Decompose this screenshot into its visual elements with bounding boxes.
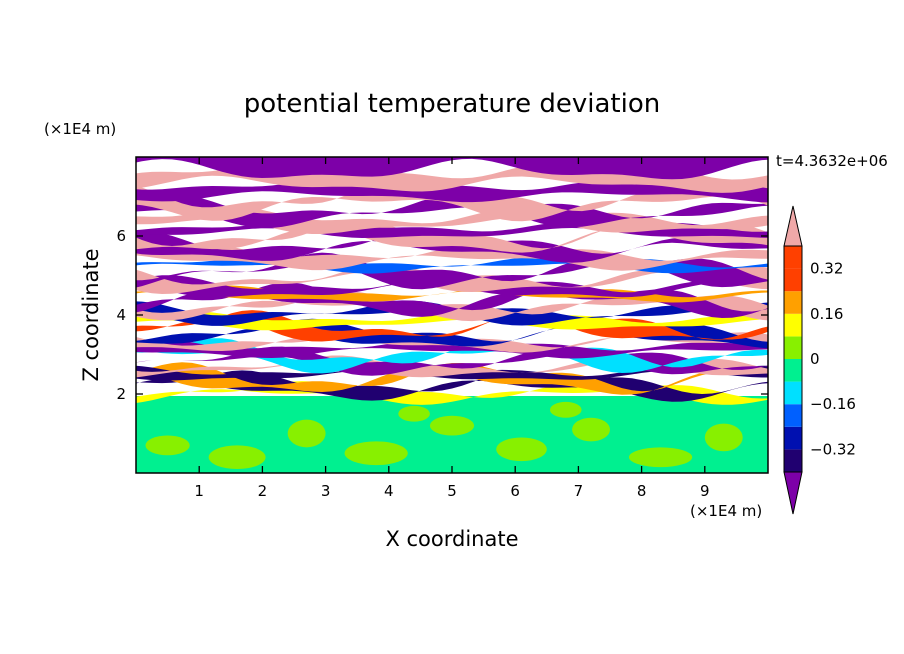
contour-band	[136, 275, 768, 298]
contour-band	[136, 339, 768, 359]
x-tick-label: 1	[194, 482, 204, 500]
x-axis-label: X coordinate	[385, 527, 518, 551]
y-tick-label: 4	[116, 306, 126, 324]
colorbar-segment	[784, 449, 802, 472]
contour-band	[136, 310, 768, 342]
y-axis: 2 4 6	[116, 227, 768, 403]
colorbar-extend-bottom	[783, 471, 803, 515]
colorbar-tick-label: 0	[810, 350, 820, 368]
x-tick-label: 9	[700, 482, 710, 500]
x-tick-label: 5	[447, 482, 457, 500]
contour-patch	[398, 405, 430, 422]
colorbar-extend-top	[783, 205, 803, 247]
contour-patch	[344, 441, 408, 466]
y-tick-label: 2	[116, 385, 126, 403]
contour-patch	[145, 435, 190, 456]
x-tick-label: 8	[637, 482, 647, 500]
colorbar-frame	[783, 245, 803, 473]
time-label: t=4.3632e+06	[776, 152, 888, 170]
x-tick-label: 6	[510, 482, 520, 500]
x-tick-label: 4	[384, 482, 394, 500]
y-tick-label: 6	[116, 227, 126, 245]
contour-patch	[628, 447, 693, 468]
y-axis-unit: (×1E4 m)	[44, 120, 116, 138]
contour-band	[136, 182, 768, 222]
colorbar-tick-label: 0.16	[810, 305, 843, 323]
contour-band	[136, 311, 768, 331]
colorbar-tick-label: −0.32	[810, 440, 856, 458]
contour-details	[145, 401, 743, 470]
y-axis-label: Z coordinate	[79, 248, 103, 381]
colorbar-segment	[784, 426, 802, 450]
colorbar-segment	[784, 381, 802, 405]
colorbar-segment	[784, 359, 802, 382]
chart-title: potential temperature deviation	[244, 89, 660, 119]
colorbar-segment	[784, 246, 802, 269]
contour-patch	[287, 419, 326, 448]
contour-patch	[549, 401, 582, 418]
contour-band	[136, 362, 768, 395]
colorbar-segment	[784, 404, 802, 427]
contour-patch	[496, 437, 547, 462]
x-tick-label: 3	[321, 482, 331, 500]
contour-patch	[704, 423, 743, 452]
contour-band	[136, 338, 768, 374]
contour-band	[136, 285, 768, 303]
contour-patch	[208, 445, 266, 470]
x-tick-label: 7	[574, 482, 584, 500]
x-axis-unit: (×1E4 m)	[690, 502, 762, 520]
contour-patch	[572, 417, 610, 442]
colorbar-segment	[784, 313, 802, 337]
contour-band	[136, 370, 768, 402]
colorbar-tick-label: −0.16	[810, 395, 856, 413]
colorbar: 0.32 0.16 0 −0.16 −0.32	[783, 205, 856, 515]
plot-area	[136, 157, 768, 473]
colorbar-segment	[784, 336, 802, 359]
contour-bands	[136, 157, 768, 473]
contour-band	[136, 243, 768, 271]
colorbar-segment	[784, 268, 802, 292]
x-tick-label: 2	[258, 482, 268, 500]
colorbar-tick-label: 0.32	[810, 260, 843, 278]
x-axis: 1 2 3 4 5 6 7 8 9	[194, 157, 710, 500]
contour-patch	[429, 415, 475, 436]
contour-band	[136, 230, 768, 263]
contour-band	[136, 157, 768, 180]
colorbar-segment	[784, 291, 802, 314]
contour-band	[136, 195, 768, 229]
